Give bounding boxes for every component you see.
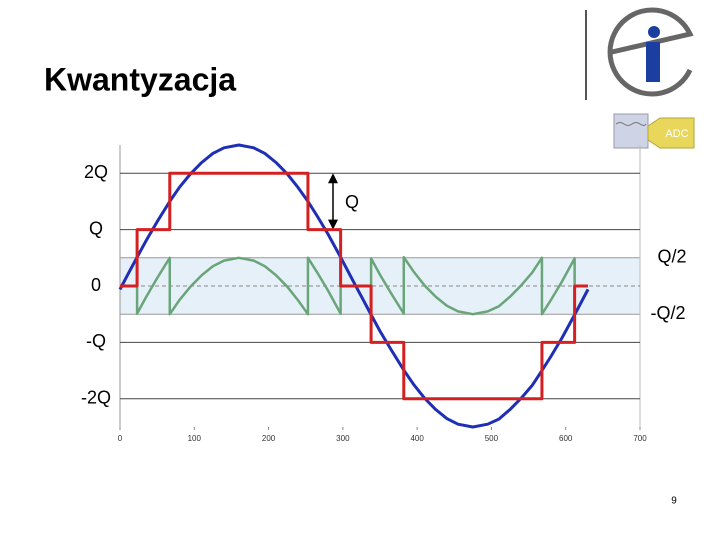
y-tick-label: -2Q [81, 388, 111, 408]
y-tick-label: Q [89, 218, 103, 238]
x-tick-label: 300 [336, 434, 350, 443]
x-tick-label: 400 [410, 434, 424, 443]
icon-label: ADC [665, 128, 688, 140]
arrow-head [328, 173, 338, 184]
page-number: 9 [671, 496, 677, 507]
x-tick-label: 500 [485, 434, 499, 443]
arrow-head [328, 219, 338, 230]
x-tick-label: 100 [188, 434, 202, 443]
logo-e [607, 7, 694, 97]
band-label: -Q/2 [650, 303, 685, 323]
series-line [120, 171, 588, 401]
y-tick-label: -Q [86, 331, 106, 351]
slide-title: Kwantyzacja [44, 61, 236, 97]
x-tick-label: 0 [118, 434, 123, 443]
adc-icon: ADC [613, 113, 695, 149]
y-tick-label: 0 [91, 275, 101, 295]
band-label: Q/2 [657, 247, 686, 267]
x-tick-label: 200 [262, 434, 276, 443]
icon-wave [615, 122, 647, 126]
x-tick-label: 700 [633, 434, 647, 443]
y-tick-label: 2Q [84, 162, 108, 182]
plot: Q/2 -Q/2 2Q Q 0 -Q -2Q 0 100 200 300 400 500 600 700 Q [81, 143, 687, 443]
icon-box [613, 113, 649, 149]
icon-arrow [647, 117, 695, 149]
annotation: Q [345, 192, 359, 212]
logo-dot [648, 26, 660, 38]
logo [585, 7, 694, 100]
x-tick-label: 600 [559, 434, 573, 443]
logo-i [646, 42, 660, 82]
